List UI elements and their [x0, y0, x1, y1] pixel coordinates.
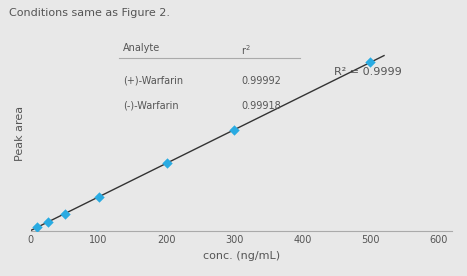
Point	[367, 60, 374, 65]
Text: Analyte: Analyte	[123, 43, 161, 53]
Text: r$^2$: r$^2$	[241, 43, 251, 57]
Text: Conditions same as Figure 2.: Conditions same as Figure 2.	[9, 8, 170, 18]
X-axis label: conc. (ng/mL): conc. (ng/mL)	[203, 251, 280, 261]
Point	[44, 220, 51, 224]
Text: (-)-Warfarin: (-)-Warfarin	[123, 101, 179, 111]
Y-axis label: Peak area: Peak area	[15, 106, 25, 161]
Text: 0.99918: 0.99918	[241, 101, 281, 111]
Text: (+)-Warfarin: (+)-Warfarin	[123, 76, 184, 86]
Point	[34, 225, 41, 229]
Point	[95, 195, 102, 199]
Text: R² = 0.9999: R² = 0.9999	[334, 67, 402, 77]
Point	[61, 211, 68, 216]
Point	[231, 128, 238, 132]
Text: 0.99992: 0.99992	[241, 76, 281, 86]
Point	[163, 161, 170, 166]
